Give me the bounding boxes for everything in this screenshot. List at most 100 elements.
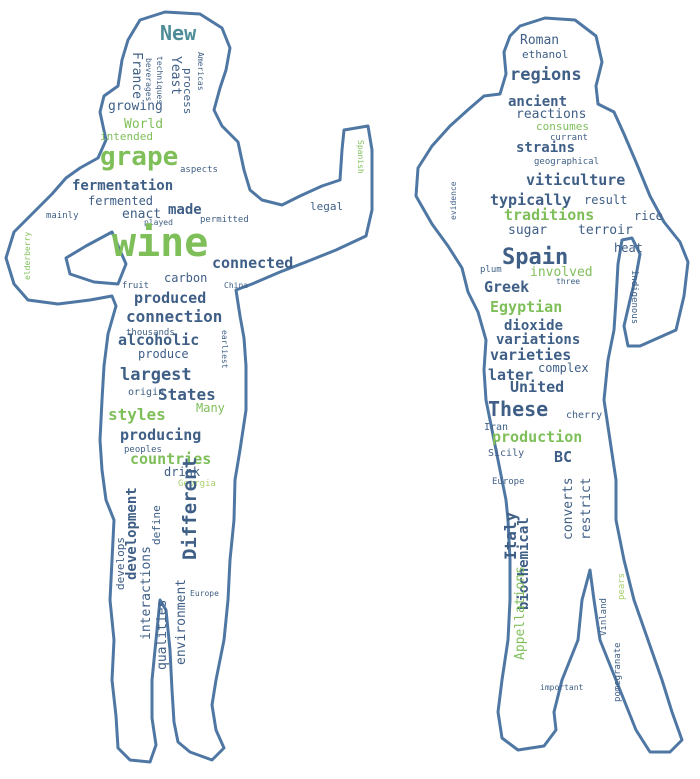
left-word-americas: Americas bbox=[196, 52, 205, 91]
left-word-different: Different bbox=[179, 457, 201, 560]
left-word-aspects: aspects bbox=[180, 165, 218, 175]
right-word-pomegranate: pomegranate bbox=[613, 642, 623, 702]
right-word-appellations: Appellations bbox=[513, 566, 528, 660]
right-word-plum: plum bbox=[480, 265, 502, 275]
left-word-producing: producing bbox=[120, 426, 201, 444]
left-word-peoples: peoples bbox=[124, 445, 162, 455]
left-figure-outline bbox=[4, 10, 374, 764]
right-word-typically: typically bbox=[490, 191, 571, 209]
right-word-ancient: ancient bbox=[508, 94, 567, 110]
right-word-restrict: restrict bbox=[579, 477, 594, 540]
right-word-these: These bbox=[488, 397, 548, 421]
right-word-sugar: sugar bbox=[508, 223, 547, 238]
left-word-new: New bbox=[160, 21, 197, 45]
right-word-egyptian: Egyptian bbox=[490, 298, 562, 316]
left-word-enact: enact bbox=[122, 207, 161, 222]
right-word-greek: Greek bbox=[484, 278, 529, 296]
left-word-wine: wine bbox=[112, 220, 208, 266]
left-word-styles: styles bbox=[108, 405, 166, 424]
right-word-terroir: terroir bbox=[578, 223, 633, 238]
left-word-environment: environment bbox=[174, 579, 189, 665]
right-word-iran: Iran bbox=[484, 422, 508, 433]
right-word-traditions: traditions bbox=[504, 206, 594, 224]
right-word-roman: Roman bbox=[520, 33, 559, 48]
right-word-later: later bbox=[488, 366, 533, 384]
right-figure-outline bbox=[414, 16, 690, 754]
left-word-development: development bbox=[124, 487, 140, 580]
right-word-sicily: Sicily bbox=[488, 448, 524, 459]
right-word-complex: complex bbox=[538, 361, 589, 375]
right-word-indigenous: indigenous bbox=[629, 270, 639, 324]
right-word-currant: currant bbox=[550, 133, 588, 143]
left-word-elderberry: elderberry bbox=[23, 232, 32, 280]
right-word-biochemical: biochemical bbox=[516, 517, 532, 610]
left-word-fermented: fermented bbox=[88, 194, 153, 208]
right-word-result: result bbox=[584, 193, 627, 207]
right-word-pears: pears bbox=[617, 573, 627, 600]
left-word-thousands: thousands bbox=[126, 328, 175, 338]
right-word-ethanol: ethanol bbox=[522, 48, 568, 61]
left-word-earliest: earliest bbox=[220, 330, 229, 369]
left-word-process: process bbox=[181, 68, 194, 114]
left-word-interactions: interactions bbox=[139, 546, 154, 640]
left-word-states: States bbox=[158, 385, 216, 404]
right-word-evidence: evidence bbox=[449, 181, 458, 220]
left-word-connected: connected bbox=[212, 254, 293, 272]
right-word-bc: BC bbox=[554, 448, 572, 466]
left-word-legal: legal bbox=[310, 200, 343, 213]
left-word-intended: intended bbox=[100, 130, 153, 143]
left-word-develops: develops bbox=[114, 537, 127, 590]
left-word-largest: largest bbox=[120, 365, 192, 385]
left-figure-words: New France beverages techniques Yeastprocess… bbox=[23, 21, 365, 670]
right-word-important: important bbox=[540, 683, 584, 692]
left-word-china: China bbox=[224, 281, 248, 290]
right-word-three: three bbox=[556, 277, 580, 286]
right-word-variations: variations bbox=[496, 332, 580, 348]
right-word-dioxide: dioxide bbox=[504, 318, 563, 334]
right-word-rice: rice bbox=[634, 209, 663, 223]
left-word-yeast: Yeast bbox=[168, 56, 183, 95]
right-word-europe: Europe bbox=[492, 477, 525, 487]
left-word-countries: countries bbox=[130, 450, 211, 468]
right-word-cherry: cherry bbox=[566, 410, 602, 421]
left-word-define: define bbox=[150, 505, 163, 545]
left-word-europe: Europe bbox=[190, 589, 219, 598]
right-word-vinland: Vinland bbox=[599, 598, 609, 636]
right-word-converts: converts bbox=[561, 477, 576, 540]
right-figure bbox=[414, 16, 690, 754]
left-word-alcoholic: alcoholic bbox=[118, 331, 199, 349]
left-word-connection: connection bbox=[126, 307, 222, 326]
right-word-involved: involved bbox=[530, 265, 593, 280]
right-word-spain: Spain bbox=[502, 245, 568, 270]
right-word-reactions: reactions bbox=[516, 107, 586, 122]
left-word-permitted: permitted bbox=[200, 215, 249, 225]
left-word-played: played bbox=[144, 218, 173, 227]
left-word-fruit: fruit bbox=[122, 281, 149, 291]
right-word-geographical: geographical bbox=[534, 157, 599, 167]
left-word-beverages: beverages bbox=[144, 58, 153, 102]
right-word-united: United bbox=[510, 378, 564, 396]
left-word-fermentation: fermentation bbox=[72, 178, 173, 194]
left-word-world: World bbox=[124, 117, 163, 132]
left-word-produced: produced bbox=[134, 289, 206, 307]
left-word-made: made bbox=[168, 202, 202, 218]
left-word-france: France bbox=[129, 52, 144, 99]
right-word-italy: Italy bbox=[501, 511, 520, 560]
left-word-mainly: mainly bbox=[46, 211, 79, 221]
left-word-drink: drink bbox=[164, 465, 201, 479]
left-word-origin: origin bbox=[128, 387, 164, 398]
left-word-spanish: Spanish bbox=[356, 140, 365, 174]
right-word-varieties: varieties bbox=[490, 346, 571, 364]
left-word-grape: grape bbox=[100, 142, 178, 172]
left-word-carbon: carbon bbox=[164, 271, 207, 285]
right-word-production: production bbox=[492, 428, 582, 446]
left-word-many: Many bbox=[196, 401, 225, 415]
right-word-consumes: consumes bbox=[536, 120, 589, 133]
left-word-qualities: qualities bbox=[155, 600, 170, 670]
left-word-techniques: techniques bbox=[155, 56, 164, 104]
right-word-viticulture: viticulture bbox=[526, 171, 625, 189]
left-word-produce: produce bbox=[138, 347, 189, 361]
right-word-strains: strains bbox=[516, 140, 575, 156]
